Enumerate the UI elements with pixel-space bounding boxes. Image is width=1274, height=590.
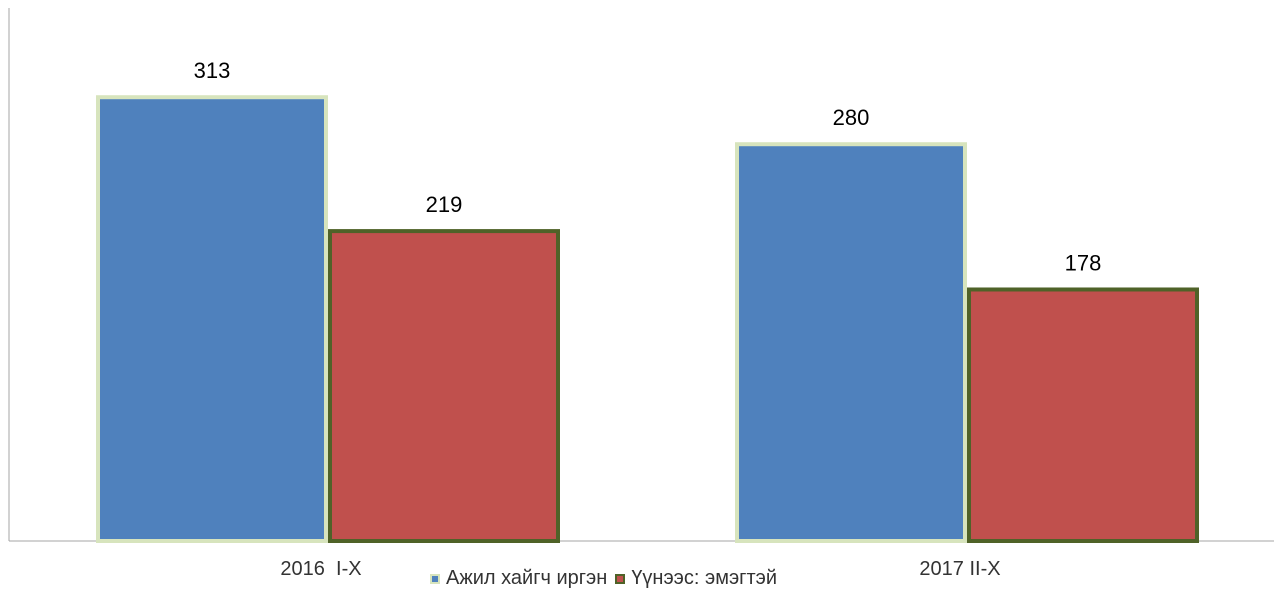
data-label-1-1: 313 xyxy=(194,58,231,83)
bar-2-1 xyxy=(328,229,560,543)
data-label-2-1: 219 xyxy=(426,192,463,217)
bar-1-2 xyxy=(735,142,967,543)
legend-item-series-1: Ажил хайгч иргэн xyxy=(430,567,607,590)
data-label-1-2: 280 xyxy=(833,105,870,130)
category-label-2: 2017 II-X xyxy=(919,558,1000,580)
legend-label-series-1: Ажил хайгч иргэн xyxy=(446,567,608,589)
legend-item-series-2: Үүнээс: эмэгтэй xyxy=(615,567,777,590)
bars-group xyxy=(96,95,1199,544)
category-labels-group: 2016 I-X 2017 II-X xyxy=(280,558,1000,580)
legend-label-series-2: Үүнээс: эмэгтэй xyxy=(631,567,777,589)
legend-swatch-series-1 xyxy=(430,573,440,584)
bar-1-1 xyxy=(96,95,328,543)
data-label-2-2: 178 xyxy=(1065,250,1102,275)
legend-swatch-series-2 xyxy=(615,573,626,584)
bar-2-2 xyxy=(967,287,1199,544)
data-labels-group: 313 219 280 178 xyxy=(194,58,1102,275)
legend: Ажил хайгч иргэн Үүнээс: эмэгтэй xyxy=(430,567,785,590)
category-label-1: 2016 I-X xyxy=(280,558,361,580)
